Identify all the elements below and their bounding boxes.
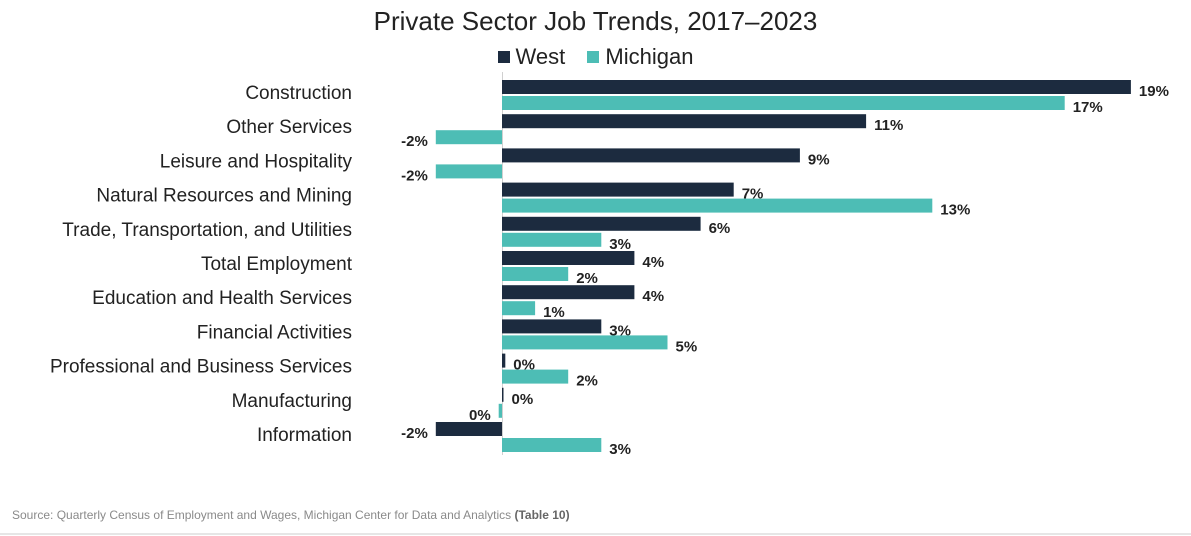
bar-west-construction [502, 80, 1131, 94]
data-label-michigan-education-and-health-services: 1% [543, 304, 565, 321]
data-label-michigan-leisure-and-hospitality: -2% [401, 167, 428, 184]
bar-michigan-information [502, 438, 602, 452]
data-label-west-professional-and-business-services: 0% [513, 357, 535, 374]
bar-michigan-total-employment [502, 267, 569, 281]
data-label-west-other-services: 11% [874, 117, 903, 134]
legend-item-michigan: Michigan [587, 44, 693, 70]
bar-michigan-construction [502, 96, 1065, 110]
category-label-education-and-health-services: Education and Health Services [92, 288, 352, 309]
source-note: Source: Quarterly Census of Employment a… [12, 508, 570, 522]
data-label-west-natural-resources-and-mining: 7% [742, 186, 764, 203]
bar-michigan-trade-transportation-and-utilities [502, 232, 602, 247]
data-label-michigan-financial-activities: 5% [676, 338, 698, 355]
bar-west-manufacturing [502, 387, 504, 402]
data-label-michigan-other-services: -2% [401, 133, 428, 150]
legend-label-west: West [515, 44, 566, 69]
category-label-natural-resources-and-mining: Natural Resources and Mining [96, 186, 352, 207]
bar-west-natural-resources-and-mining [502, 182, 734, 197]
legend-swatch-west [497, 51, 510, 63]
bar-west-information [435, 422, 502, 436]
category-label-leisure-and-hospitality: Leisure and Hospitality [160, 151, 353, 172]
category-label-construction: Construction [245, 83, 352, 104]
legend-label-michigan: Michigan [605, 44, 694, 69]
chart-title: Private Sector Job Trends, 2017–2023 [373, 6, 818, 36]
data-label-west-construction: 19% [1139, 83, 1169, 100]
bar-michigan-manufacturing [498, 403, 502, 418]
legend: West Michigan [0, 44, 1191, 70]
data-label-west-information: -2% [401, 425, 428, 442]
bar-west-education-and-health-services [502, 285, 635, 300]
data-label-west-financial-activities: 3% [609, 322, 631, 339]
category-label-other-services: Other Services [226, 117, 352, 138]
bottom-divider [0, 533, 1191, 535]
data-label-michigan-manufacturing: 0% [469, 407, 491, 424]
bar-michigan-education-and-health-services [502, 301, 536, 316]
bar-michigan-financial-activities [502, 335, 668, 350]
category-label-financial-activities: Financial Activities [197, 322, 352, 343]
category-label-information: Information [257, 425, 352, 446]
bar-west-total-employment [502, 251, 635, 265]
bar-michigan-leisure-and-hospitality [435, 164, 502, 179]
data-label-michigan-total-employment: 2% [576, 270, 598, 287]
data-label-michigan-natural-resources-and-mining: 13% [940, 202, 970, 219]
data-label-michigan-information: 3% [609, 441, 631, 458]
bar-west-financial-activities [502, 319, 602, 334]
bar-west-trade-transportation-and-utilities [502, 216, 701, 231]
category-label-trade-transportation-and-utilities: Trade, Transportation, and Utilities [62, 220, 352, 241]
legend-item-west: West [497, 44, 566, 70]
data-label-west-manufacturing: 0% [512, 391, 534, 408]
data-label-michigan-trade-transportation-and-utilities: 3% [609, 236, 631, 253]
data-label-west-leisure-and-hospitality: 9% [808, 151, 830, 168]
source-text: Source: Quarterly Census of Employment a… [12, 508, 515, 522]
bar-west-professional-and-business-services [502, 353, 506, 368]
bar-michigan-professional-and-business-services [502, 369, 569, 384]
bar-michigan-natural-resources-and-mining [502, 198, 933, 213]
data-label-west-trade-transportation-and-utilities: 6% [709, 220, 731, 237]
source-table-ref: (Table 10) [514, 508, 570, 522]
data-label-michigan-professional-and-business-services: 2% [576, 373, 598, 390]
chart-plot: Construction 19% 17% Other Services 11% -2% Le… [50, 72, 1169, 458]
data-label-michigan-construction: 17% [1073, 99, 1103, 116]
data-label-west-total-employment: 4% [642, 254, 664, 271]
category-label-manufacturing: Manufacturing [232, 391, 352, 412]
category-label-professional-and-business-services: Professional and Business Services [50, 357, 352, 378]
bar-michigan-other-services [435, 130, 502, 145]
bar-west-leisure-and-hospitality [502, 148, 800, 163]
bar-west-other-services [502, 114, 867, 129]
category-label-total-employment: Total Employment [201, 254, 353, 275]
data-label-west-education-and-health-services: 4% [642, 288, 664, 305]
legend-swatch-michigan [587, 51, 600, 63]
